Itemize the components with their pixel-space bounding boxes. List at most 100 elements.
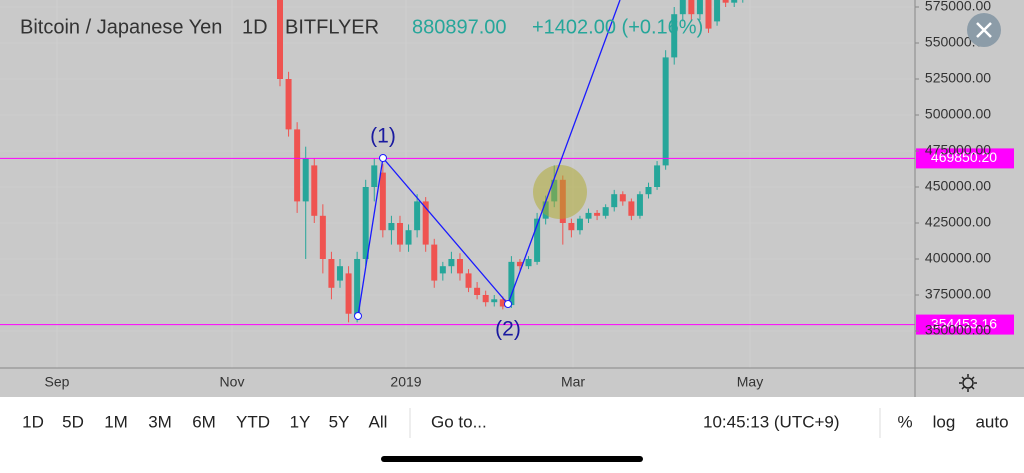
candle-body [602,207,609,216]
level-label: 354453.16 [931,315,997,331]
gear-icon[interactable] [962,377,974,389]
candle-body [422,201,429,245]
option-button[interactable]: % [897,412,912,431]
highlight-circle [533,165,587,219]
range-button[interactable]: 1M [104,412,128,431]
y-tick-label: 375000.00 [925,286,991,302]
range-button[interactable]: YTD [236,412,270,431]
candle-body [645,186,652,195]
exchange: BITFLYER [285,16,379,38]
candle-body [654,165,661,187]
last-price: 880897.00 [412,16,507,38]
candle-body [508,261,515,306]
range-button[interactable]: 3M [148,412,172,431]
wave-point [354,312,362,320]
candle-body [628,201,635,216]
candle-body [619,194,626,202]
candle-body [611,194,618,208]
candle-body [636,194,643,216]
candle-body [516,261,523,267]
candle-body [354,258,361,317]
y-tick-label: 425000.00 [925,214,991,230]
candle-body [362,186,369,259]
candle-body [705,0,712,29]
option-button[interactable]: auto [975,412,1008,431]
candle-body [482,294,489,303]
candle-body [345,273,352,314]
x-tick-label: May [737,374,763,390]
price-change: +1402.00 (+0.16%) [532,16,703,38]
level-label: 469850.20 [931,149,997,165]
y-tick-label: 525000.00 [925,70,991,86]
y-tick-label: 575000.00 [925,0,991,14]
y-tick-label: 500000.00 [925,106,991,122]
close-button[interactable] [967,13,1001,47]
x-tick-label: Sep [45,374,70,390]
level-label-box [916,148,1014,169]
candle-body [525,258,532,267]
candle-body [388,222,395,231]
close-icon[interactable] [976,22,992,38]
annotation: (1) [370,125,396,148]
candle-body [456,258,463,274]
candle-body [499,299,506,307]
candle-body [474,287,481,295]
candle-body [285,78,292,130]
candle-body [294,129,301,202]
candle-body [328,258,335,288]
level-label-box [916,314,1014,335]
candle-body [731,0,738,3]
candle-body [396,222,403,245]
y-tick-label: 400000.00 [925,250,991,266]
candle-body [671,14,678,58]
candle-body [585,212,592,219]
candle-body [431,244,438,281]
wave-drawing [354,0,621,320]
candle-body [465,273,472,288]
candle-body [679,0,686,15]
candle-body [594,212,601,216]
wave-line [357,0,621,317]
candle-body [379,172,386,231]
candle-body [688,0,695,15]
candle-body [311,165,318,216]
home-indicator [381,456,643,462]
range-button[interactable]: 5D [62,412,84,431]
option-button[interactable]: log [933,412,956,431]
wave-point [379,154,387,162]
y-tick-label: 475000.00 [925,142,991,158]
candle-body [302,158,309,202]
x-tick-label: 2019 [390,374,421,390]
range-button[interactable]: 5Y [329,412,350,431]
annotation: (2) [495,318,521,341]
candle-body [534,218,541,262]
candle-body [439,266,446,274]
interval: 1D [242,16,268,38]
candle-body [714,0,721,22]
goto-button[interactable]: Go to... [431,412,487,431]
candle-body [722,0,729,3]
candle-body [448,258,455,267]
y-tick-label: 350000.00 [925,322,991,338]
candle-body [662,57,669,166]
x-tick-label: Mar [561,374,585,390]
candle-body [277,0,283,79]
candle-body [371,165,378,187]
candle-body [336,266,343,281]
symbol-title: Bitcoin / Japanese Yen [20,16,222,38]
wave-point [504,300,512,308]
clock: 10:45:13 (UTC+9) [703,412,840,431]
candle-body [405,230,412,245]
candle-body [576,218,583,231]
range-button[interactable]: 1Y [290,412,311,431]
candle-body [414,201,421,231]
range-button[interactable]: 1D [22,412,44,431]
settings-gear[interactable] [959,374,977,392]
gear-teeth[interactable] [959,374,977,392]
x-tick-label: Nov [220,374,245,390]
range-button[interactable]: 6M [192,412,216,431]
range-button[interactable]: All [369,412,388,431]
candle-body [568,222,575,231]
